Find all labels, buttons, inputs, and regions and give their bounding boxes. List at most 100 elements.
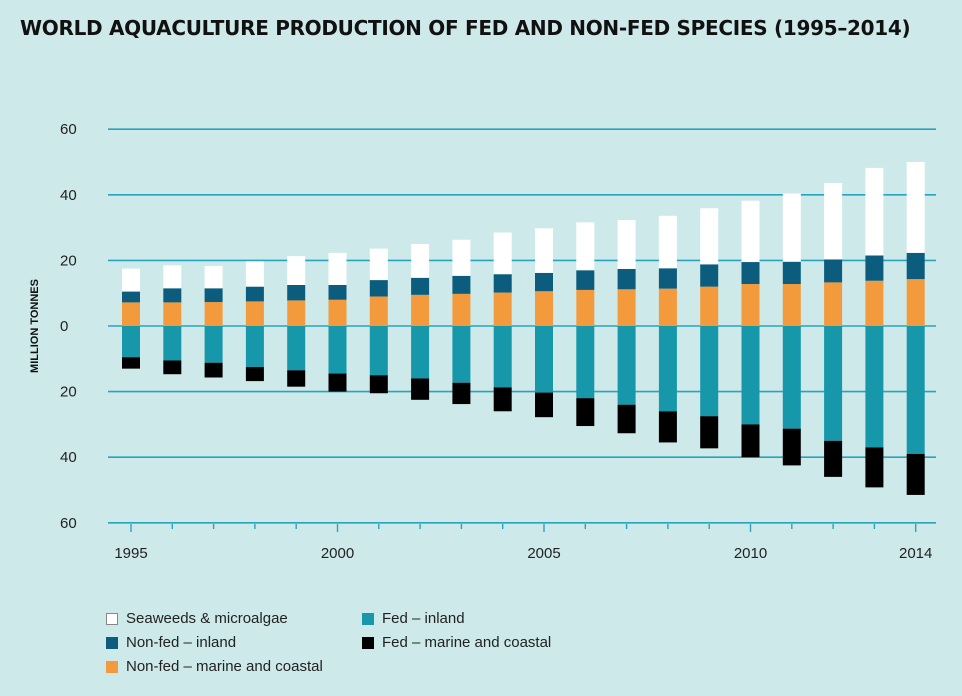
- bars: [122, 162, 925, 495]
- bar-segment: [782, 261, 801, 285]
- bar-segment: [741, 284, 760, 326]
- bar-segment: [617, 404, 636, 434]
- bar-segment: [576, 289, 595, 326]
- legend-swatch-seaweeds: [106, 612, 118, 625]
- bar-segment: [741, 200, 760, 263]
- bar-segment: [700, 326, 719, 417]
- bar-segment: [204, 265, 223, 289]
- bar-segment: [782, 326, 801, 429]
- bar-segment: [617, 289, 636, 326]
- bar-segment: [617, 268, 636, 290]
- bar-segment: [658, 326, 677, 412]
- bar-segment: [741, 424, 760, 458]
- legend-label-nonfed-inland: Non-fed – inland: [126, 634, 237, 651]
- bar-segment: [369, 280, 388, 297]
- bar-segment: [328, 299, 347, 326]
- legend-item-nonfed-inland: Non-fed – inland: [106, 634, 236, 651]
- bar-segment: [658, 411, 677, 443]
- bar-segment: [493, 292, 512, 326]
- bar-segment: [576, 270, 595, 290]
- bar-segment: [245, 261, 264, 287]
- bar-segment: [122, 268, 140, 292]
- bar-segment: [535, 291, 553, 326]
- legend-item-fed-marine: Fed – marine and coastal: [362, 634, 551, 651]
- bar-segment: [865, 326, 884, 448]
- bar-segment: [782, 428, 801, 466]
- bar-segment: [369, 375, 388, 394]
- bar-segment: [658, 215, 677, 269]
- bar-segment: [328, 285, 347, 300]
- x-tick-label: 1995: [114, 545, 147, 562]
- bar-segment: [411, 277, 430, 295]
- bar-segment: [865, 280, 884, 326]
- y-tick-label: 40: [60, 449, 77, 466]
- bar-segment: [782, 193, 801, 262]
- bar-segment: [163, 302, 182, 326]
- bar-segment: [700, 208, 719, 265]
- bar-segment: [824, 282, 843, 326]
- bar-segment: [245, 286, 264, 302]
- bar-segment: [163, 360, 182, 375]
- legend-swatch-nonfed-inland: [106, 636, 118, 649]
- bar-segment: [865, 447, 884, 488]
- bar-segment: [906, 162, 925, 253]
- bar-segment: [493, 274, 512, 293]
- bar-segment: [204, 326, 223, 363]
- bar-chart: 60 40 20 0 20 40 60 1995 2000 2005 2010 2014 MILLI…: [29, 121, 936, 562]
- bar-segment: [452, 326, 471, 383]
- legend-label-nonfed-marine: Non-fed – marine and coastal: [126, 658, 323, 675]
- bar-segment: [411, 244, 430, 278]
- bar-segment: [493, 387, 512, 412]
- bar-segment: [163, 265, 182, 289]
- bar-segment: [824, 259, 843, 283]
- bar-segment: [204, 288, 223, 303]
- bar-segment: [122, 326, 140, 358]
- bar-segment: [906, 279, 925, 326]
- y-tick-label: 20: [60, 252, 77, 269]
- bar-segment: [906, 453, 925, 495]
- y-axis-label: MILLION TONNES: [29, 279, 41, 373]
- bar-segment: [906, 252, 925, 280]
- legend-label-fed-inland: Fed – inland: [382, 610, 465, 627]
- bar-segment: [865, 255, 884, 281]
- chart-title: WORLD AQUACULTURE PRODUCTION OF FED AND …: [20, 16, 911, 40]
- bar-segment: [906, 326, 925, 454]
- y-tick-label: 60: [60, 121, 77, 138]
- bar-segment: [535, 326, 553, 393]
- bar-segment: [452, 239, 471, 276]
- bar-segment: [328, 373, 347, 392]
- x-tick-label: 2005: [527, 545, 560, 562]
- bar-segment: [452, 293, 471, 326]
- bar-segment: [824, 440, 843, 477]
- bar-segment: [369, 248, 388, 281]
- legend-label-fed-marine: Fed – marine and coastal: [382, 634, 552, 651]
- x-tick-label: 2010: [734, 545, 767, 562]
- bar-segment: [576, 326, 595, 399]
- bar-segment: [617, 220, 636, 269]
- bar-segment: [700, 264, 719, 287]
- legend-item-seaweeds: Seaweeds & microalgae: [106, 610, 288, 627]
- bar-segment: [658, 268, 677, 289]
- bar-segment: [204, 362, 223, 378]
- bar-segment: [824, 182, 843, 260]
- y-tick-label: 0: [60, 318, 68, 335]
- bar-segment: [122, 302, 140, 326]
- bar-segment: [452, 275, 471, 294]
- bar-segment: [700, 286, 719, 326]
- bar-segment: [576, 222, 595, 271]
- y-tick-label: 20: [60, 384, 77, 401]
- bar-segment: [245, 367, 264, 382]
- bar-segment: [328, 252, 347, 285]
- x-tick-label: 2014: [899, 545, 932, 562]
- bar-segment: [452, 382, 471, 405]
- bar-segment: [535, 392, 553, 418]
- bar-segment: [782, 284, 801, 326]
- x-axis: 1995 2000 2005 2010 2014: [114, 524, 932, 562]
- bar-segment: [328, 326, 347, 374]
- bar-segment: [287, 326, 306, 371]
- bar-segment: [245, 326, 264, 367]
- bar-segment: [287, 285, 306, 301]
- bar-segment: [824, 326, 843, 441]
- bar-segment: [493, 232, 512, 275]
- bar-segment: [700, 416, 719, 449]
